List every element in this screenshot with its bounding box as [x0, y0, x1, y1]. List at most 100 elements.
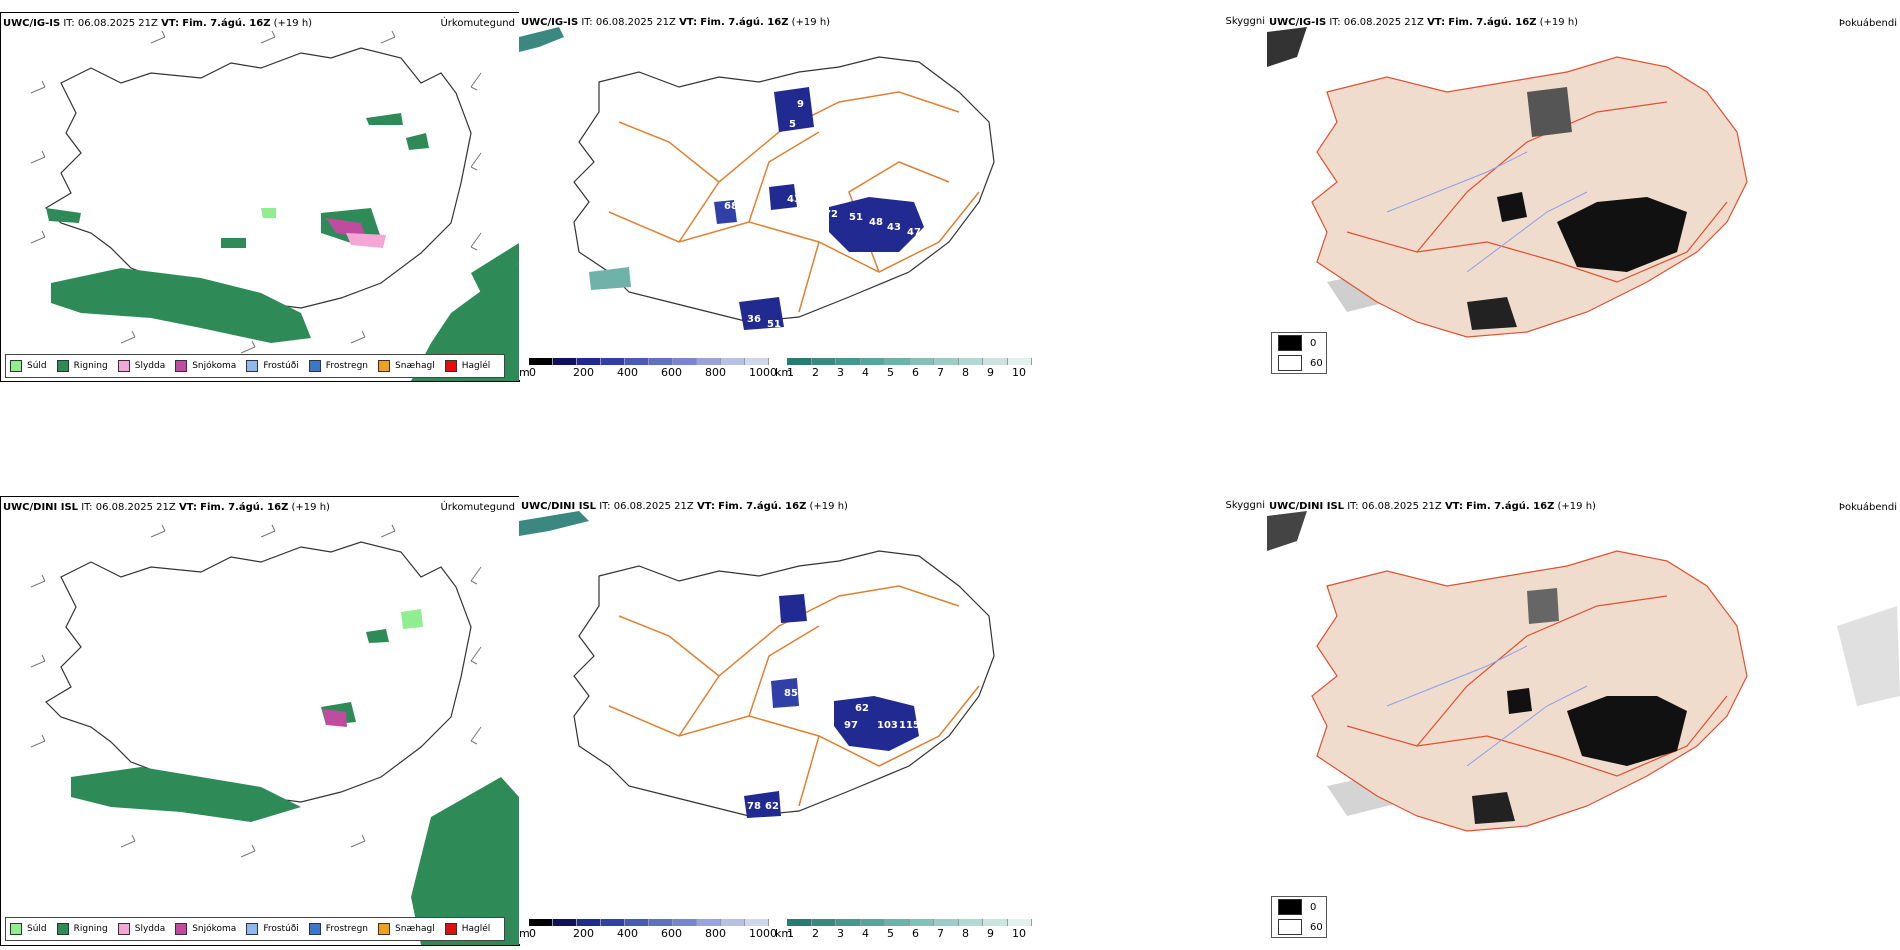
colorbar-segment	[721, 919, 745, 926]
vt-label: VT:	[178, 502, 197, 513]
legend-item: Súld	[10, 923, 47, 935]
legend-label: Snjókoma	[192, 361, 237, 371]
colorbar-segment	[787, 919, 812, 926]
precip-title-line: UWC/DINI ISL IT: 06.08.2025 21Z VT: Fim.…	[3, 502, 330, 513]
fog-gradient-east	[1837, 606, 1900, 706]
colorbar-tick-label: 400	[617, 927, 638, 940]
colorbar-segment	[934, 919, 959, 926]
colorbar-tick-label: 800	[705, 366, 726, 379]
colorbar-tick-label: 3	[837, 927, 844, 940]
rain-area-south	[51, 268, 311, 343]
legend-swatch	[246, 360, 259, 372]
legend-swatch	[246, 923, 259, 935]
road-network	[1346, 595, 1728, 777]
it-value: 06.08.2025 21Z	[95, 502, 176, 513]
colorbar-tick-label: 400	[617, 366, 638, 379]
iceland-outline	[45, 541, 472, 803]
legend-label: Rigning	[73, 361, 108, 371]
rain-area-east	[366, 629, 389, 643]
fog-area-central	[1567, 696, 1687, 766]
low-ceiling-area-south	[744, 791, 781, 818]
colorbar-segment	[811, 919, 836, 926]
visibility-colorbar	[787, 919, 1032, 926]
colorbar-tick-label: 200	[573, 366, 594, 379]
legend-swatch	[117, 360, 130, 372]
drizzle-area-west	[261, 208, 276, 218]
fog-legend: 0 60	[1271, 896, 1327, 938]
colorbar-segment	[553, 358, 577, 365]
legend-item: Haglél	[444, 923, 491, 935]
visibility-unit: km	[775, 927, 793, 940]
vt-label: VT:	[1444, 501, 1463, 512]
legend-item: Slydda	[117, 360, 166, 372]
legend-label: Súld	[27, 924, 47, 934]
legend-label: Slydda	[134, 361, 166, 371]
fog-area-south	[1467, 297, 1517, 330]
colorbar-tick-label: 4	[862, 366, 869, 379]
ceiling-value-label: 62	[765, 801, 779, 812]
colorbar-segment	[649, 919, 673, 926]
visibility-colorbar	[787, 358, 1032, 365]
low-ceiling-area-south	[739, 297, 784, 330]
cloud-title: Skyggni	[1225, 16, 1265, 27]
colorbar-segment	[836, 358, 861, 365]
ceiling-value-label: 68	[724, 201, 738, 212]
vt-value: Fim. 7.ágú. 16Z	[1466, 501, 1555, 512]
fog-legend-label: 60	[1310, 921, 1323, 933]
ceiling-value-label: 103	[877, 720, 898, 731]
colorbar-segment	[983, 358, 1008, 365]
colorbar-tick-label: 10	[1012, 366, 1026, 379]
rain-area-westcoast	[46, 208, 81, 223]
legend-label: Frostregn	[325, 361, 369, 371]
legend-swatch	[10, 360, 22, 372]
wind-barbs	[30, 30, 482, 354]
fog-legend-label: 0	[1310, 901, 1317, 913]
ceiling-values: 62 97 103 115 85 78 62	[747, 688, 920, 812]
model-name: UWC/DINI ISL	[1269, 501, 1345, 512]
colorbar-segment	[1007, 358, 1032, 365]
ceiling-value-label: 47	[907, 227, 921, 238]
legend-swatch	[444, 923, 457, 935]
legend-swatch	[378, 923, 391, 935]
colorbar-tick-label: 3	[837, 366, 844, 379]
colorbar-tick-label: 1	[787, 927, 794, 940]
legend-item: Haglél	[444, 360, 490, 372]
legend-swatch	[308, 923, 321, 935]
fog-area-north	[1527, 87, 1572, 137]
precip-map-graphic	[30, 30, 519, 381]
fog-legend: 0 60	[1271, 332, 1327, 374]
ceiling-value-label: 48	[869, 217, 883, 228]
legend-item: Snjókoma	[175, 923, 236, 935]
colorbar-tick-label: 6	[912, 366, 919, 379]
vis-area-southwest	[589, 267, 631, 290]
colorbar-segment	[601, 919, 625, 926]
legend-label: Haglél	[461, 924, 491, 934]
fog-legend-row: 0	[1272, 897, 1326, 917]
rain-area-west	[221, 238, 246, 248]
colorbar-tick-label: 200	[573, 927, 594, 940]
colorbar-segment	[745, 358, 769, 365]
lead-time: (+19 h)	[791, 17, 831, 28]
fog-title-line: UWC/DINI ISL IT: 06.08.2025 21Z VT: Fim.…	[1269, 501, 1596, 512]
fog-indicator-title: Þokuábendi	[1838, 18, 1897, 29]
lead-time: (+19 h)	[1539, 17, 1579, 28]
legend-item: Rigning	[56, 923, 108, 935]
colorbar-tick-label: 7	[937, 927, 944, 940]
colorbar-tick-label: 0	[529, 366, 536, 379]
precip-type-title: Úrkomutegund	[440, 18, 515, 29]
colorbar-segment	[673, 919, 697, 926]
ceiling-value-label: 43	[887, 222, 901, 233]
legend-label: Frostúði	[263, 924, 299, 934]
vt-value: Fim. 7.ágú. 16Z	[700, 17, 789, 28]
fog-area-south	[1472, 792, 1515, 824]
precip-map-graphic	[30, 524, 519, 945]
fog-legend-label: 60	[1310, 357, 1323, 369]
colorbar-tick-label: 1000	[749, 927, 777, 940]
colorbar-segment	[958, 919, 983, 926]
colorbar-segment	[625, 358, 649, 365]
model-name: UWC/DINI ISL	[521, 501, 597, 512]
legend-item: Frostregn	[308, 360, 369, 372]
legend-item: Slydda	[117, 923, 165, 935]
colorbar-segment	[721, 358, 745, 365]
colorbar-segment	[885, 919, 910, 926]
